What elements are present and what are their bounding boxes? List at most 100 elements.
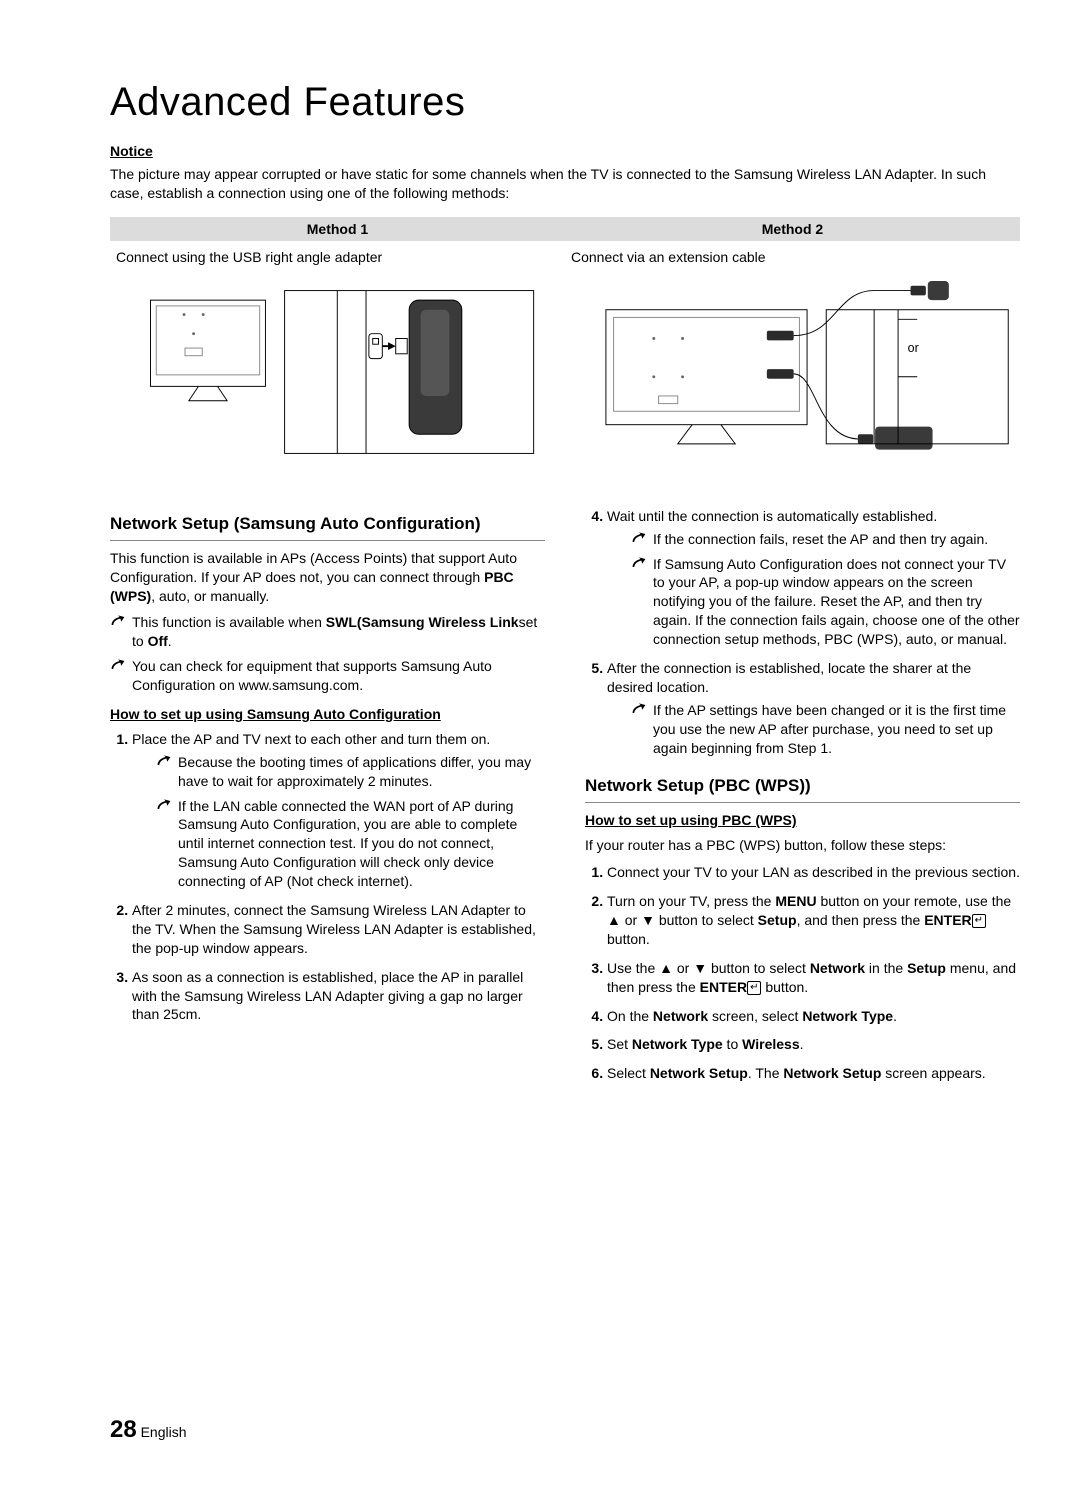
step-item: Use the ▲ or ▼ button to select Network … [607, 959, 1020, 997]
step-sub-notes: Because the booting times of application… [132, 753, 545, 891]
method-1-diagram [110, 277, 565, 467]
text-bold: Off [148, 633, 168, 649]
text: , auto, or manually. [151, 588, 269, 604]
step-item: Turn on your TV, press the MENU button o… [607, 892, 1020, 949]
note-icon [631, 530, 653, 549]
note-item: Because the booting times of application… [156, 753, 545, 791]
note-text: You can check for equipment that support… [132, 657, 545, 695]
text: Set [607, 1036, 632, 1052]
text: , and then press the [797, 912, 925, 928]
section-auto-config-title: Network Setup (Samsung Auto Configuratio… [110, 513, 545, 541]
step-text: After 2 minutes, connect the Samsung Wir… [132, 902, 536, 956]
note-item: If the connection fails, reset the AP an… [631, 530, 1020, 549]
text-bold: Network Type [632, 1036, 723, 1052]
howto-auto-config-steps-cont: Wait until the connection is automatical… [585, 507, 1020, 758]
step-item: As soon as a connection is established, … [132, 968, 545, 1025]
howto-auto-config-header: How to set up using Samsung Auto Configu… [110, 705, 545, 724]
text: . [800, 1036, 804, 1052]
text-bold: Setup [907, 960, 946, 976]
step-text: As soon as a connection is established, … [132, 969, 523, 1023]
note-text: If the connection fails, reset the AP an… [653, 530, 1020, 549]
note-icon [110, 613, 132, 651]
text: This function is available in APs (Acces… [110, 550, 517, 585]
step-text: Place the AP and TV next to each other a… [132, 731, 490, 747]
step-item: Place the AP and TV next to each other a… [132, 730, 545, 891]
text-bold: Wireless [742, 1036, 799, 1052]
howto-pbc-steps: Connect your TV to your LAN as described… [585, 863, 1020, 1083]
text: screen, select [708, 1008, 802, 1024]
page-title: Advanced Features [110, 80, 1020, 125]
howto-auto-config-steps: Place the AP and TV next to each other a… [110, 730, 545, 1024]
method-desc-row: Connect using the USB right angle adapte… [110, 247, 1020, 267]
note-item: If Samsung Auto Configuration does not c… [631, 555, 1020, 649]
step-sub-notes: If the connection fails, reset the AP an… [607, 530, 1020, 649]
step-item: After 2 minutes, connect the Samsung Wir… [132, 901, 545, 958]
text-bold: Network [653, 1008, 708, 1024]
text: . [893, 1008, 897, 1024]
step-item: Select Network Setup. The Network Setup … [607, 1064, 1020, 1083]
note-text: Because the booting times of application… [178, 753, 545, 791]
note-item: If the LAN cable connected the WAN port … [156, 797, 545, 891]
page-number: 28 [110, 1416, 137, 1443]
enter-icon: ↵ [747, 981, 761, 995]
note-icon [631, 701, 653, 758]
text: . [168, 633, 172, 649]
step-text: Connect your TV to your LAN as described… [607, 864, 1020, 880]
step-text: After the connection is established, loc… [607, 660, 971, 695]
text: to [723, 1036, 742, 1052]
text: Turn on your TV, press the [607, 893, 775, 909]
page-footer: 28 English [110, 1416, 187, 1444]
howto-pbc-intro: If your router has a PBC (WPS) button, f… [585, 836, 1020, 855]
text: screen appears. [881, 1065, 985, 1081]
text: On the [607, 1008, 653, 1024]
method-header-row: Method 1 Method 2 [110, 217, 1020, 241]
enter-icon: ↵ [972, 914, 986, 928]
step-item: Wait until the connection is automatical… [607, 507, 1020, 649]
note-item: If the AP settings have been changed or … [631, 701, 1020, 758]
method-2-header: Method 2 [565, 217, 1020, 241]
step-text: Wait until the connection is automatical… [607, 508, 937, 524]
note-icon [631, 555, 653, 649]
text-bold: Network Setup [783, 1065, 881, 1081]
text: button. [761, 979, 808, 995]
text-bold: ENTER [700, 979, 747, 995]
method-1-desc: Connect using the USB right angle adapte… [110, 247, 565, 267]
note-item: This function is available when SWL(Sams… [110, 613, 545, 651]
note-text: If the AP settings have been changed or … [653, 701, 1020, 758]
text: This function is available when [132, 614, 326, 630]
step-sub-notes: If the AP settings have been changed or … [607, 701, 1020, 758]
right-column: Wait until the connection is automatical… [585, 507, 1020, 1093]
note-item: You can check for equipment that support… [110, 657, 545, 695]
notice-label: Notice [110, 143, 1020, 159]
step-item: On the Network screen, select Network Ty… [607, 1007, 1020, 1026]
text: Select [607, 1065, 650, 1081]
content-columns: Network Setup (Samsung Auto Configuratio… [110, 507, 1020, 1093]
note-text: This function is available when SWL(Sams… [132, 613, 545, 651]
auto-config-intro: This function is available in APs (Acces… [110, 549, 545, 606]
text-bold: ENTER [924, 912, 971, 928]
step-item: Connect your TV to your LAN as described… [607, 863, 1020, 882]
text-bold: Setup [758, 912, 797, 928]
step-item: Set Network Type to Wireless. [607, 1035, 1020, 1054]
note-icon [156, 753, 178, 791]
text: in the [865, 960, 907, 976]
or-label: or [908, 341, 919, 355]
text: . The [748, 1065, 784, 1081]
howto-pbc-header: How to set up using PBC (WPS) [585, 811, 1020, 830]
text-bold: Network [810, 960, 865, 976]
text: Use the ▲ or ▼ button to select [607, 960, 810, 976]
diagram-row: or [110, 277, 1020, 467]
text: button. [607, 931, 650, 947]
method-2-desc: Connect via an extension cable [565, 247, 1020, 267]
step-item: After the connection is established, loc… [607, 659, 1020, 757]
note-text: If the LAN cable connected the WAN port … [178, 797, 545, 891]
note-text: If Samsung Auto Configuration does not c… [653, 555, 1020, 649]
left-column: Network Setup (Samsung Auto Configuratio… [110, 507, 545, 1093]
notice-text: The picture may appear corrupted or have… [110, 165, 1020, 203]
text-bold: MENU [775, 893, 816, 909]
section-pbc-title: Network Setup (PBC (WPS)) [585, 775, 1020, 803]
method-1-header: Method 1 [110, 217, 565, 241]
text-bold: Network Setup [650, 1065, 748, 1081]
note-icon [110, 657, 132, 695]
note-icon [156, 797, 178, 891]
